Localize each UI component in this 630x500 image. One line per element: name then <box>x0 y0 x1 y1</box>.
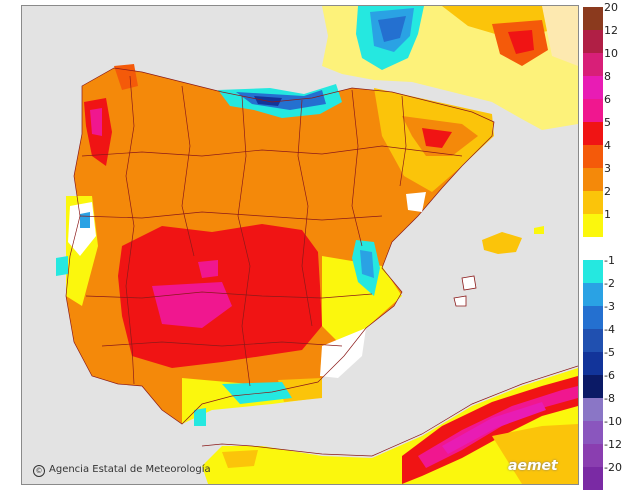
color-legend <box>583 7 603 490</box>
legend-label: -3 <box>604 300 615 313</box>
legend-label: -5 <box>604 346 615 359</box>
legend-label: 1 <box>604 208 611 221</box>
legend-label: 6 <box>604 93 611 106</box>
balearic-islands <box>482 232 522 254</box>
legend-swatch <box>583 30 603 53</box>
legend-swatch <box>583 145 603 168</box>
copyright-icon: © <box>33 465 45 477</box>
legend-label: -20 <box>604 461 622 474</box>
map-canvas <box>22 6 578 484</box>
legend-swatch <box>583 191 603 214</box>
temperature-anomaly-map <box>21 5 579 485</box>
legend-swatch <box>583 7 603 30</box>
map-credit: © Agencia Estatal de Meteorología <box>33 464 211 477</box>
legend-swatch <box>583 306 603 329</box>
legend-label: -8 <box>604 392 615 405</box>
legend-label: -6 <box>604 369 615 382</box>
legend-label: -2 <box>604 277 615 290</box>
aemet-logo: aemet <box>508 458 558 474</box>
legend-label: -12 <box>604 438 622 451</box>
legend-swatch <box>583 53 603 76</box>
legend-swatch <box>583 260 603 283</box>
legend-swatch <box>583 99 603 122</box>
legend-swatch <box>583 168 603 191</box>
legend-label: 2 <box>604 185 611 198</box>
legend-swatch <box>583 375 603 398</box>
legend-swatch <box>583 398 603 421</box>
legend-label: 8 <box>604 70 611 83</box>
legend-label: 12 <box>604 24 618 37</box>
north-africa <box>202 368 578 484</box>
legend-label: -1 <box>604 254 615 267</box>
legend-swatch <box>583 421 603 444</box>
legend-swatch <box>583 76 603 99</box>
legend-label: -4 <box>604 323 615 336</box>
legend-label: 10 <box>604 47 618 60</box>
legend-label: 5 <box>604 116 611 129</box>
legend-swatch <box>583 352 603 375</box>
legend-swatch <box>583 467 603 490</box>
legend-swatch <box>583 329 603 352</box>
province-borders <box>65 67 578 457</box>
legend-swatch <box>583 444 603 467</box>
legend-swatch <box>583 237 603 260</box>
legend-swatch <box>583 283 603 306</box>
legend-swatch <box>583 214 603 237</box>
legend-label: 20 <box>604 1 618 14</box>
legend-label: -10 <box>604 415 622 428</box>
legend-label: 4 <box>604 139 611 152</box>
legend-swatch <box>583 122 603 145</box>
legend-label: 3 <box>604 162 611 175</box>
credit-text: Agencia Estatal de Meteorología <box>49 464 211 475</box>
